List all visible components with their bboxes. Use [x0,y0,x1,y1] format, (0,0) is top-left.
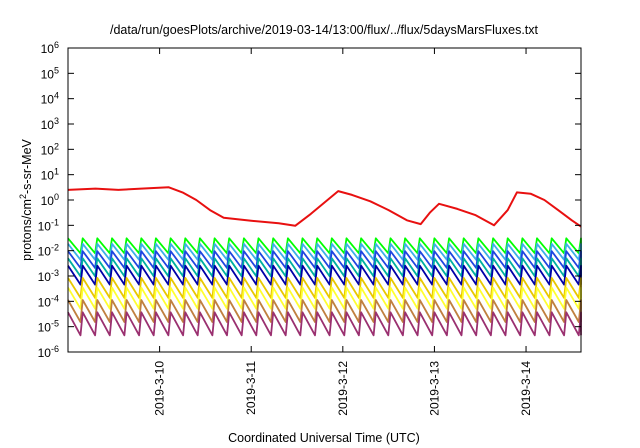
y-axis-label-superscript: 2 [18,194,28,199]
series-line-8 [67,299,582,323]
y-tick-base: 10 [38,346,52,360]
y-tick-exponent: 0 [54,192,59,202]
series-line-7 [67,286,582,310]
x-tick-label: 2019-3-11 [244,361,258,415]
series-line-5 [67,264,582,286]
y-tick-label: 100 [41,192,59,208]
y-tick-base: 10 [38,270,52,284]
x-axis-label: Coordinated Universal Time (UTC) [228,431,420,445]
x-tick-label: 2019-3-10 [153,361,167,416]
y-tick-exponent: 5 [54,65,59,75]
series-line-1 [67,237,582,255]
y-tick-label: 10-2 [38,243,59,259]
y-tick-base: 10 [41,118,55,132]
y-tick-label: 104 [41,91,59,107]
y-tick-label: 10-4 [38,293,59,309]
series-line-3 [67,250,582,269]
y-tick-base: 10 [38,295,52,309]
y-tick-exponent: 6 [54,40,59,50]
series-line-2 [67,242,582,261]
y-axis-label-main: protons/cm [20,199,34,261]
x-tick-label: 2019-3-12 [336,361,350,416]
chart-title: /data/run/goesPlots/archive/2019-03-14/1… [110,23,539,37]
y-tick-exponent: 1 [54,167,59,177]
y-tick-exponent: -4 [51,293,59,303]
y-tick-label: 10-6 [38,344,59,360]
series-line-6 [67,277,582,299]
y-tick-exponent: -5 [51,319,59,329]
y-axis-label-suffix: -s-sr-MeV [20,138,34,194]
y-tick-exponent: 3 [54,116,59,126]
y-tick-exponent: -6 [51,344,59,354]
series-line-9 [67,311,582,337]
y-tick-label: 103 [41,116,59,132]
y-tick-exponent: -2 [51,243,59,253]
y-tick-label: 10-1 [38,217,59,233]
y-tick-base: 10 [41,42,55,56]
y-tick-exponent: -3 [51,268,59,278]
y-tick-label: 101 [41,167,59,183]
y-tick-label: 10-5 [38,319,59,335]
y-tick-base: 10 [38,245,52,259]
y-axis-label: protons/cm2-s-sr-MeV [18,138,34,260]
y-tick-base: 10 [38,321,52,335]
y-tick-exponent: 2 [54,141,59,151]
y-tick-label: 102 [41,141,59,157]
y-tick-label: 10-3 [38,268,59,284]
y-tick-base: 10 [41,194,55,208]
series-layer [67,186,582,337]
x-tick-label: 2019-3-13 [427,361,441,416]
x-tick-label: 2019-3-14 [519,361,533,416]
y-tick-base: 10 [41,93,55,107]
y-tick-base: 10 [41,169,55,183]
y-tick-base: 10 [41,67,55,81]
y-tick-exponent: 4 [54,91,59,101]
y-tick-base: 10 [38,219,52,233]
x-axis: 2019-3-10 2019-3-11 2019-3-12 2019-3-13 2019… [153,48,533,416]
y-tick-exponent: -1 [51,217,59,227]
series-line-0 [67,186,582,228]
y-tick-base: 10 [41,143,55,157]
y-tick-label: 105 [41,65,59,81]
y-axis: 10-610-510-410-310-210-11001011021031041… [38,40,581,360]
y-tick-label: 106 [41,40,59,56]
